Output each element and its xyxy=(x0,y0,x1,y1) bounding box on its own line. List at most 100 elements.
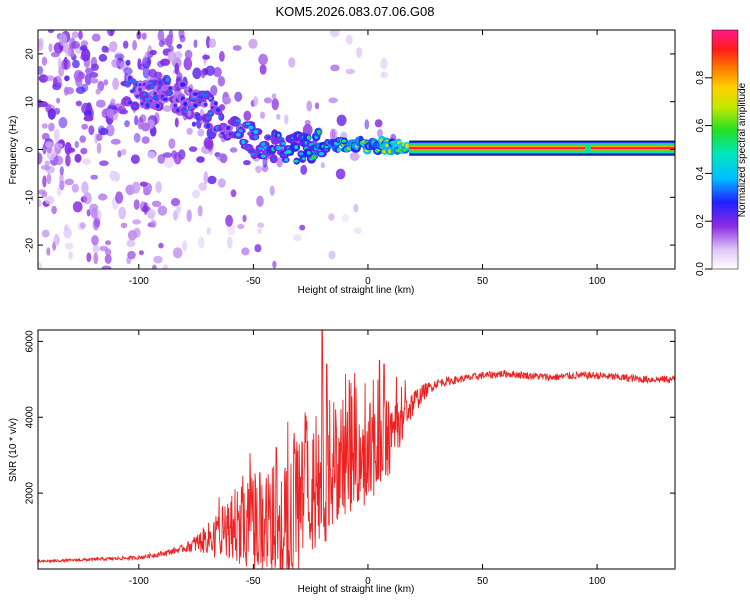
spectrogram-noise-blob xyxy=(92,244,100,254)
spectrogram-ridge-core xyxy=(318,152,324,156)
spectrogram-noise-blob xyxy=(353,203,359,213)
spectrogram-noise-blob xyxy=(53,234,60,246)
spectrogram-noise-blob xyxy=(133,132,141,143)
spectrogram-noise-blob xyxy=(64,48,72,57)
spectrogram-noise-blob xyxy=(133,199,140,210)
spectrogram-noise-blob xyxy=(104,254,112,264)
spectrogram-ridge-core xyxy=(405,143,409,149)
snr-frame xyxy=(37,329,676,570)
spectrogram-noise-blob xyxy=(123,40,129,49)
snr-x-ticks: -100 -50 0 50 100 xyxy=(129,330,606,587)
spectrogram-noise-blob xyxy=(41,229,50,238)
snr-x-axis-label: Height of straight line (km) xyxy=(298,584,415,595)
spectrogram-noise-blob xyxy=(243,110,252,122)
spectrogram-noise-blob xyxy=(197,128,205,137)
spectrogram-ridge-core xyxy=(248,125,254,130)
spectrogram-noise-blob xyxy=(80,40,89,47)
spectrogram-x-tick-label: -50 xyxy=(246,276,261,287)
spectrogram-noise-blob xyxy=(137,58,142,70)
spectrogram-ridge-core xyxy=(341,139,347,143)
spectrogram-ridge-core xyxy=(387,149,392,154)
spectrogram-noise-blob xyxy=(63,86,69,97)
spectrogram-noise-blob xyxy=(123,67,133,75)
spectrogram-noise-blob xyxy=(117,150,122,158)
spectrogram-noise-blob xyxy=(162,264,169,269)
spectrogram-ridge-core xyxy=(311,154,317,160)
snr-x-tick-label: 50 xyxy=(477,576,489,587)
spectrogram-noise-blob xyxy=(158,40,165,47)
spectrogram-noise-blob xyxy=(74,140,80,149)
spectrogram-noise-blob xyxy=(198,182,207,191)
colorbar-label: Normalized spectral amplitude xyxy=(737,82,748,217)
spectrogram-noise-blob xyxy=(132,219,142,225)
spectrogram-noise-blob xyxy=(93,252,99,265)
spectrogram-noise-blob xyxy=(125,59,131,66)
spectrogram-noise-blob xyxy=(98,127,109,136)
spectrogram-noise-blob xyxy=(50,51,60,58)
spectrogram-noise-blob xyxy=(47,30,55,34)
spectrogram-noise-blob xyxy=(95,99,106,108)
spectrogram-ridge-core xyxy=(162,97,168,102)
spectrogram-tone-layer xyxy=(409,147,675,150)
spectrogram-noise-blob xyxy=(255,165,262,173)
snr-y-tick-label: 6000 xyxy=(25,330,36,353)
spectrogram-noise-blob xyxy=(203,171,209,184)
spectrogram-noise-blob xyxy=(248,38,258,49)
spectrogram-noise-blob xyxy=(58,117,68,129)
spectrogram-noise-blob xyxy=(155,181,162,194)
spectrogram-x-tick-label: 100 xyxy=(589,276,606,287)
spectrogram-ridge-core xyxy=(218,115,223,119)
spectrogram-noise-blob xyxy=(164,156,174,168)
spectrogram-noise-blob xyxy=(136,30,142,40)
spectrogram-noise-blob xyxy=(83,115,94,122)
spectrogram-noise-blob xyxy=(335,168,346,180)
spectrogram-ridge-core xyxy=(183,109,188,114)
spectrogram-noise-blob xyxy=(117,106,127,115)
spectrogram-noise-blob xyxy=(167,50,176,63)
spectrogram-ridge-core xyxy=(138,83,142,87)
spectrogram-noise-blob xyxy=(258,53,268,66)
spectrogram-y-tick-label: 10 xyxy=(25,96,36,108)
spectrogram-noise-blob xyxy=(330,64,340,72)
spectrogram-noise-blob xyxy=(38,199,42,207)
chart-title: KOM5.2026.083.07.06.G08 xyxy=(275,4,434,19)
spectrogram-noise-blob xyxy=(217,178,226,188)
spectrogram-noise-blob xyxy=(299,224,306,231)
spectrogram-noise-blob xyxy=(75,100,83,107)
spectrogram-x-axis-label: Height of straight line (km) xyxy=(298,285,415,296)
spectrogram-noise-blob xyxy=(306,100,313,112)
spectrogram-noise-blob xyxy=(74,153,82,163)
spectrogram-noise-blob xyxy=(75,74,83,88)
spectrogram-noise-blob xyxy=(99,160,109,166)
spectrogram-noise-blob xyxy=(151,200,162,207)
spectrogram-noise-blob xyxy=(345,68,356,75)
spectrogram-noise-blob xyxy=(152,264,157,269)
colorbar-tick-label: 0.0 xyxy=(695,262,706,276)
spectrogram-noise-blob xyxy=(58,66,65,77)
spectrogram-noise-blob xyxy=(59,180,65,191)
spectrogram-noise-blob xyxy=(110,109,119,121)
spectrogram-noise-blob xyxy=(103,79,109,86)
spectrogram-noise-blob xyxy=(354,227,362,234)
spectrogram-noise-blob xyxy=(271,98,279,111)
spectrogram-noise-blob xyxy=(210,85,218,96)
spectrogram-noise-blob xyxy=(188,146,198,152)
spectrogram-noise-blob xyxy=(98,54,108,62)
spectrogram-noise-blob xyxy=(75,86,86,95)
spectrogram-noise-blob xyxy=(38,37,44,48)
spectrogram-noise-blob xyxy=(257,222,265,228)
spectrogram-ridge-core xyxy=(235,132,241,137)
spectrogram-ridge-core xyxy=(213,101,218,106)
spectrogram-noise-blob xyxy=(242,214,247,223)
spectrogram-noise-blob xyxy=(304,119,311,126)
spectrogram-noise-blob xyxy=(71,31,79,39)
spectrogram-ridge-core xyxy=(208,96,213,100)
spectrogram-noise-blob xyxy=(174,62,180,75)
spectrogram-noise-blob xyxy=(96,133,103,141)
spectrogram-noise-blob xyxy=(336,114,347,127)
spectrogram-noise-blob xyxy=(191,121,197,127)
spectrogram-noise-blob xyxy=(107,104,116,110)
spectrogram-noise-blob xyxy=(329,128,336,142)
